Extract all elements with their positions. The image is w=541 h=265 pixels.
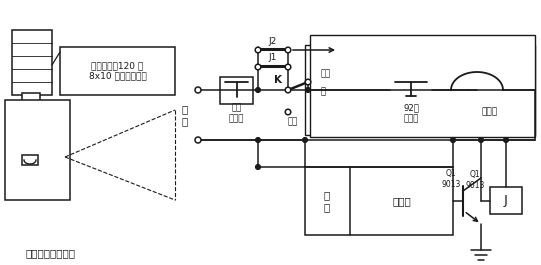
Circle shape <box>256 165 260 169</box>
Text: 人感器: 人感器 <box>392 196 411 206</box>
Text: Q1
9013: Q1 9013 <box>465 170 485 190</box>
Circle shape <box>255 64 261 70</box>
Text: 市
电: 市 电 <box>182 104 188 126</box>
Bar <box>60 47 175 95</box>
Bar <box>22 155 38 165</box>
Text: 饮水机外观示意图: 饮水机外观示意图 <box>25 248 75 258</box>
Text: J: J <box>504 194 508 207</box>
Text: J2: J2 <box>269 37 277 46</box>
Text: 92度
温控器: 92度 温控器 <box>403 104 419 123</box>
Circle shape <box>303 138 307 142</box>
Bar <box>480 84 500 99</box>
Text: 自动: 自动 <box>288 117 298 126</box>
Circle shape <box>285 64 291 70</box>
Bar <box>22 93 40 103</box>
Circle shape <box>305 79 311 85</box>
Circle shape <box>479 138 483 142</box>
Bar <box>220 77 253 104</box>
Circle shape <box>504 138 509 142</box>
Bar <box>12 30 52 95</box>
Bar <box>305 45 535 135</box>
Circle shape <box>285 109 291 115</box>
Bar <box>310 35 535 137</box>
Bar <box>5 100 70 200</box>
Bar <box>305 167 453 235</box>
Circle shape <box>195 137 201 143</box>
Circle shape <box>306 88 311 92</box>
Text: Q1
9013: Q1 9013 <box>441 169 461 189</box>
Circle shape <box>285 47 291 53</box>
Text: 关: 关 <box>320 87 326 96</box>
Circle shape <box>285 87 291 93</box>
Text: 人工: 人工 <box>321 69 331 78</box>
Text: 温度
保护器: 温度 保护器 <box>229 104 244 123</box>
Text: K: K <box>274 75 282 85</box>
Text: J1: J1 <box>269 54 277 63</box>
Text: 热阻丝: 热阻丝 <box>482 108 498 117</box>
Bar <box>390 77 432 104</box>
Circle shape <box>286 88 291 92</box>
Bar <box>490 187 522 214</box>
Circle shape <box>195 87 201 93</box>
Circle shape <box>451 138 456 142</box>
Circle shape <box>256 88 260 92</box>
Circle shape <box>255 47 261 53</box>
Text: 感应范围：120 度
8x10 米呈扇形感应: 感应范围：120 度 8x10 米呈扇形感应 <box>89 61 147 81</box>
Text: 电
源: 电 源 <box>324 190 330 212</box>
Circle shape <box>256 138 260 142</box>
